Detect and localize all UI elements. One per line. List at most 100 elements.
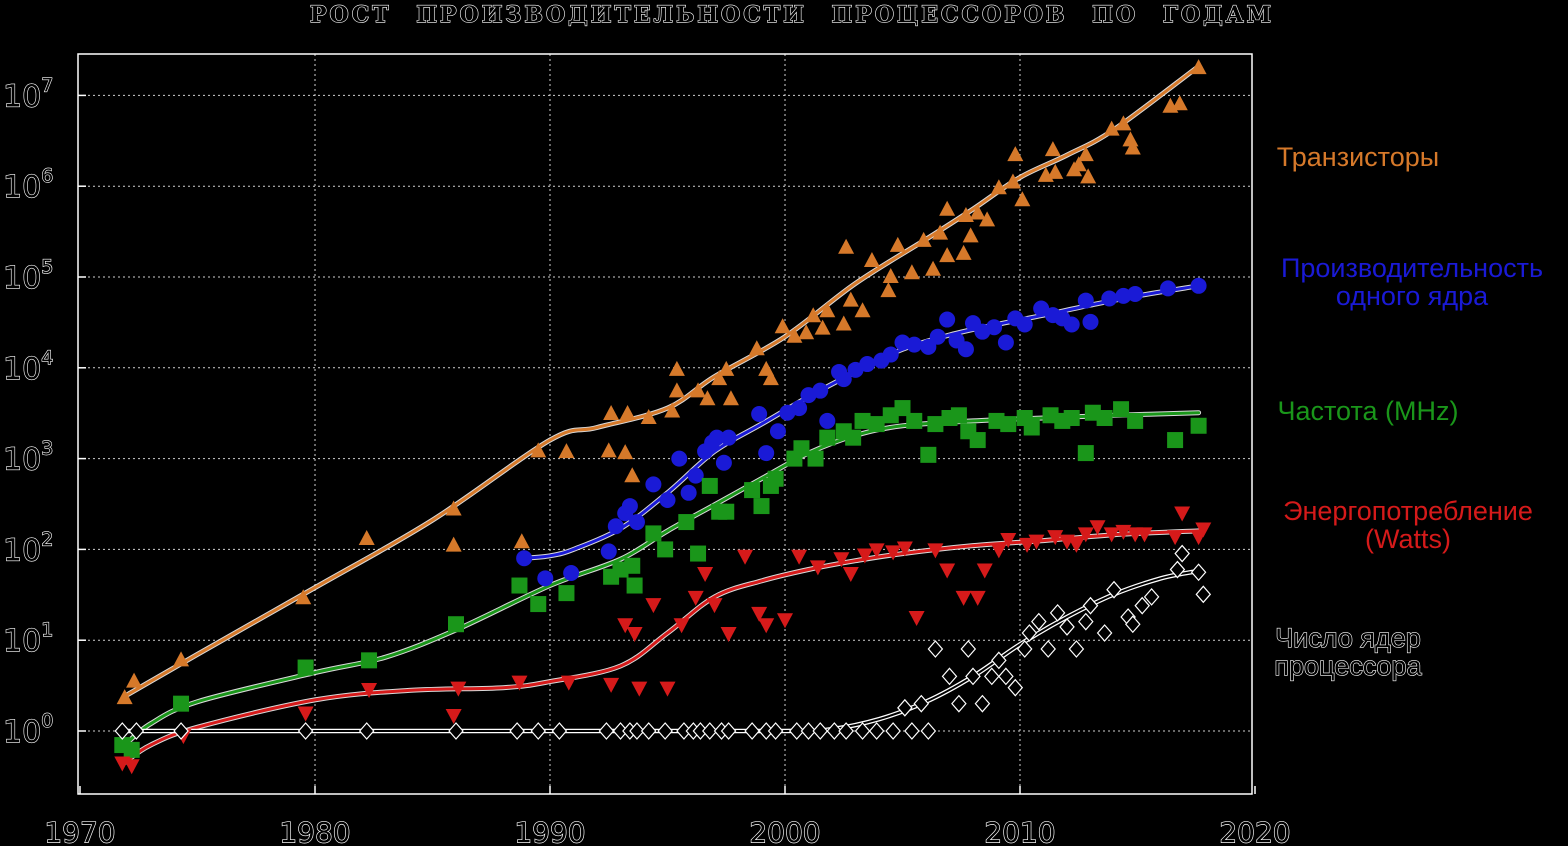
y-tick-label: 104	[3, 347, 53, 387]
data-point-diamond	[128, 722, 145, 740]
data-point-triangle-up	[835, 315, 852, 331]
series-points	[114, 400, 1207, 758]
x-axis-ticks: 1970 1980 1990 2000 2010 2020	[44, 815, 1292, 846]
data-point-square	[767, 470, 784, 487]
data-point-circle	[600, 543, 617, 560]
data-point-triangle-down	[1174, 506, 1191, 522]
legend-entry: Производительность одного ядра	[1281, 253, 1543, 311]
data-point-circle	[1127, 285, 1144, 302]
data-point-diamond	[1031, 612, 1047, 631]
data-point-triangle-up	[957, 206, 974, 222]
data-point-diamond	[1195, 585, 1212, 604]
data-point-square	[448, 616, 464, 633]
data-point-triangle-up	[530, 442, 547, 458]
data-point-circle	[835, 371, 852, 388]
data-point-triangle-up	[1070, 156, 1087, 172]
data-point-diamond	[1174, 544, 1190, 563]
data-point-triangle-down	[868, 543, 885, 559]
data-point-square	[927, 416, 944, 433]
data-point-triangle-up	[1171, 95, 1188, 111]
data-point-triangle-down	[990, 543, 1007, 559]
legend-entry: Число ядер процессора	[1274, 623, 1422, 681]
data-point-diamond	[1016, 640, 1033, 658]
data-point-square	[906, 412, 923, 429]
data-point-triangle-down	[908, 611, 925, 627]
data-point-square	[894, 400, 911, 417]
trend-line	[522, 284, 1201, 560]
data-point-triangle-down	[1167, 530, 1184, 546]
data-point-circle	[1063, 316, 1080, 333]
data-point-diamond	[1040, 640, 1056, 658]
data-point-triangle-down	[297, 706, 314, 722]
y-tick-exponent: 6	[41, 165, 53, 187]
data-point-triangle-up	[699, 390, 716, 406]
data-point-circle	[671, 450, 688, 467]
data-point-triangle-down	[751, 606, 768, 622]
data-point-diamond	[1096, 624, 1113, 642]
data-point-circle	[715, 454, 732, 471]
y-tick-base: 10	[3, 79, 41, 114]
legend: Транзисторы Производительность одного ядра…	[1274, 142, 1543, 682]
data-point-square	[950, 407, 967, 424]
data-point-diamond	[297, 722, 314, 740]
data-point-triangle-up	[1080, 168, 1097, 184]
x-tick-label: 1990	[514, 816, 585, 846]
data-point-triangle-up	[889, 236, 906, 252]
trend-line	[123, 569, 1200, 733]
data-point-diamond	[1082, 596, 1099, 615]
data-point-triangle-down	[706, 598, 723, 614]
data-point-triangle-down	[645, 598, 662, 614]
data-point-diamond	[838, 722, 854, 740]
y-tick-exponent: 0	[41, 710, 53, 732]
data-point-triangle-up	[1047, 163, 1064, 179]
data-point-triangle-down	[720, 627, 737, 643]
data-point-square	[678, 514, 695, 531]
data-point-circle	[1082, 313, 1099, 330]
data-point-diamond	[920, 722, 937, 740]
data-point-square	[1127, 412, 1144, 429]
data-point-diamond	[927, 640, 944, 658]
data-point-circle	[1190, 277, 1207, 294]
data-point-square	[819, 429, 836, 446]
data-point-triangle-down	[626, 627, 643, 643]
data-point-triangle-up	[1044, 141, 1061, 157]
data-point-triangle-up	[690, 382, 707, 398]
y-tick-label: 100	[3, 710, 53, 750]
data-point-circle	[708, 429, 725, 446]
data-point-triangle-down	[758, 618, 775, 634]
data-point-square	[1190, 417, 1207, 434]
y-tick-exponent: 3	[41, 438, 53, 460]
legend-entry-line: Энергопотребление	[1283, 496, 1533, 526]
data-point-diamond	[960, 640, 977, 658]
data-point-diamond	[897, 698, 913, 717]
data-point-square	[297, 659, 314, 676]
data-point-circle	[859, 356, 876, 373]
data-point-square	[626, 577, 643, 594]
y-tick-base: 10	[3, 624, 41, 659]
data-point-triangle-up	[664, 402, 681, 418]
data-point-square	[807, 450, 824, 467]
data-point-triangle-down	[1000, 533, 1017, 549]
axes	[77, 53, 1256, 795]
data-point-triangle-up	[932, 224, 949, 240]
data-point-circle	[812, 382, 829, 399]
data-point-diamond	[885, 722, 901, 740]
data-point-triangle-up	[668, 360, 685, 376]
data-point-circle	[1101, 290, 1118, 307]
data-point-triangle-up	[939, 200, 956, 216]
data-point-diamond	[1049, 603, 1066, 622]
data-point-triangle-up	[116, 689, 133, 705]
legend-entry-line: (Watts)	[1365, 524, 1451, 554]
data-point-circle	[751, 405, 768, 422]
trend-line	[123, 411, 1201, 747]
data-point-triangle-down	[927, 543, 944, 559]
data-point-triangle-up	[774, 318, 791, 334]
data-point-triangle-down	[777, 613, 793, 629]
y-tick-exponent: 1	[41, 619, 53, 641]
y-tick-base: 10	[3, 352, 41, 387]
y-tick-exponent: 2	[41, 528, 53, 550]
data-point-triangle-up	[939, 247, 956, 263]
data-point-square	[701, 477, 718, 494]
data-point-triangle-up	[126, 672, 143, 688]
data-point-triangle-down	[673, 618, 690, 634]
